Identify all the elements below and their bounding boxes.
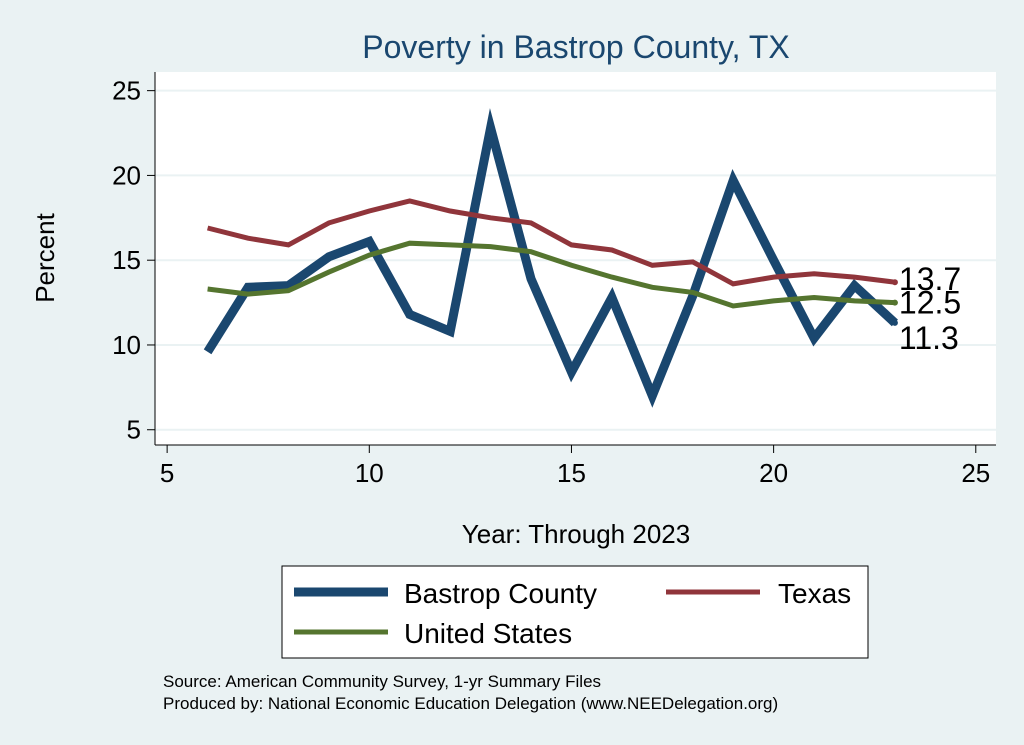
end-labels: 11.3 13.712.5 bbox=[899, 261, 961, 356]
gridlines bbox=[155, 89, 996, 431]
y-tick-label-10: 10 bbox=[112, 330, 141, 360]
x-axis-label: Year: Through 2023 bbox=[462, 519, 690, 549]
series-line-texas bbox=[206, 198, 896, 287]
x-tick-label-25: 25 bbox=[961, 458, 990, 488]
legend-box bbox=[281, 565, 869, 659]
y-tick-label-15: 15 bbox=[112, 245, 141, 275]
end-label-united-states: 12.5 bbox=[899, 285, 961, 321]
series-endpoint-united-states bbox=[891, 299, 898, 306]
chart-title: Poverty in Bastrop County, TX bbox=[362, 29, 789, 65]
legend-label-texas: Texas bbox=[778, 578, 851, 609]
y-tick-label-20: 20 bbox=[112, 160, 141, 190]
y-tick-label-5: 5 bbox=[127, 415, 141, 445]
series-lines bbox=[203, 108, 898, 408]
end-label-bastrop-county: 11.3 bbox=[899, 320, 959, 356]
series-line-bastrop-county bbox=[203, 108, 898, 408]
x-tick-label-5: 5 bbox=[160, 458, 174, 488]
x-tick-label-15: 15 bbox=[557, 458, 586, 488]
x-tick-label-20: 20 bbox=[759, 458, 788, 488]
x-axis-ticks: 5 10 15 20 25 bbox=[160, 445, 990, 488]
plot-area bbox=[155, 72, 996, 445]
producer-note: Produced by: National Economic Education… bbox=[163, 694, 778, 713]
y-tick-label-25: 25 bbox=[112, 76, 141, 106]
x-tick-label-10: 10 bbox=[355, 458, 384, 488]
legend: Bastrop County Texas United States bbox=[281, 565, 869, 659]
y-axis-ticks: 5 10 15 20 25 bbox=[112, 76, 155, 445]
y-axis-label: Percent bbox=[30, 212, 60, 302]
series-endpoint-texas bbox=[891, 279, 898, 286]
series-line-united-states bbox=[207, 240, 896, 309]
series-endpoint-bastrop-county bbox=[891, 319, 898, 326]
legend-label-united-states: United States bbox=[404, 618, 572, 649]
legend-label-bastrop-county: Bastrop County bbox=[404, 578, 597, 609]
source-note: Source: American Community Survey, 1-yr … bbox=[163, 672, 601, 691]
end-label-texas: 13.7 bbox=[899, 261, 961, 297]
